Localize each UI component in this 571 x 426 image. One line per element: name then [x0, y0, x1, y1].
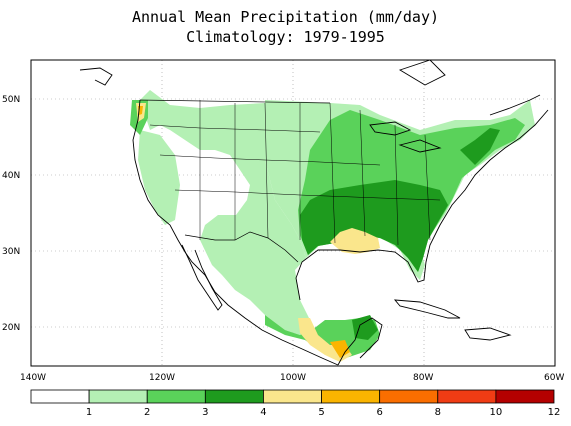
colorbar-label: 3	[202, 407, 208, 418]
map-subtitle: Climatology: 1979-1995	[186, 28, 385, 46]
colorbar-swatch	[88, 389, 148, 404]
colorbar-swatch	[30, 389, 90, 404]
map-title: Annual Mean Precipitation (mm/day)	[131, 8, 440, 26]
lat-label-30n: 30N	[2, 247, 20, 257]
lon-label-100w: 100W	[280, 373, 306, 383]
colorbar-swatch	[379, 389, 439, 404]
colorbar-label: 10	[490, 407, 503, 418]
colorbar-swatch	[204, 389, 264, 404]
colorbar: 1 2 3 4 5 6 8 10 12	[30, 389, 561, 418]
colorbar-swatch	[263, 389, 322, 404]
lat-label-40n: 40N	[2, 171, 20, 181]
colorbar-label: 12	[548, 407, 561, 418]
lat-labels: 50N 40N 30N 20N	[2, 95, 20, 333]
lat-label-50n: 50N	[2, 95, 20, 105]
colorbar-swatch	[495, 389, 555, 404]
colorbar-swatch	[146, 389, 206, 404]
lon-label-80w: 80W	[413, 373, 433, 383]
colorbar-swatch	[321, 389, 381, 404]
lon-label-60w: 60W	[544, 373, 564, 383]
state-borders	[149, 100, 441, 246]
lon-label-120w: 120W	[149, 373, 175, 383]
colorbar-label: 1	[86, 407, 92, 418]
map-frame	[30, 59, 556, 367]
colorbar-label: 8	[435, 407, 441, 418]
lon-label-140w: 140W	[20, 373, 46, 383]
precip-field	[130, 90, 535, 362]
lat-label-20n: 20N	[2, 323, 20, 333]
colorbar-swatch	[437, 389, 497, 404]
lon-labels: 140W 120W 100W 80W 60W	[20, 373, 564, 383]
colorbar-label: 5	[318, 407, 324, 418]
map-area	[30, 59, 556, 367]
colorbar-label: 4	[260, 407, 266, 418]
colorbar-label: 2	[144, 407, 150, 418]
colorbar-label: 6	[376, 407, 382, 418]
coastlines	[79, 59, 549, 366]
